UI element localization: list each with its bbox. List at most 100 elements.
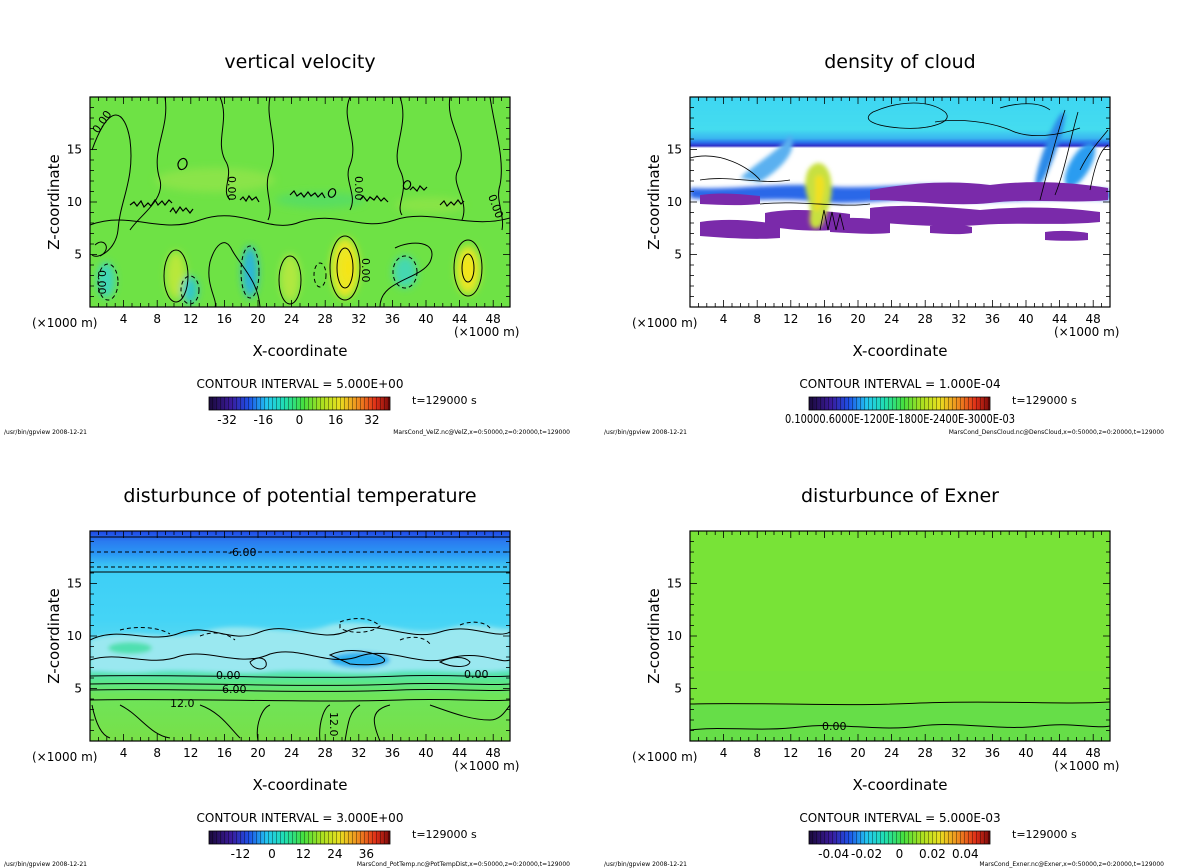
colorbar-tick-labels: 0.10000.6000E-1200E-1800E-2400E-3000E-03 [785,412,1015,426]
contour-label: 12.0 [170,697,195,710]
z-tick-label: 15 [67,577,82,591]
colorbar-tick-label: -12 [231,847,251,861]
footer-right: MarsCond_Exner.nc@Exner,x=0:50000,z=0:20… [979,861,1164,868]
colorbar-tick-label: -16 [253,413,273,427]
colorbar-tick-label: 16 [328,413,343,427]
colorbar-tick-label: 0 [268,847,276,861]
z-tick-label: 10 [67,195,82,209]
colorbar-tick-label: 0.04 [952,847,979,861]
time-label: t=129000 s [1012,394,1077,407]
x-tick-label: 8 [753,746,761,760]
x-tick-label: 12 [783,312,798,326]
x-tick-label: 20 [850,312,865,326]
x-unit-left: (×1000 m) [32,750,97,764]
colorbar-tick-label: 0 [896,847,904,861]
x-axis-label: X-coordinate [253,776,348,794]
x-tick-label: 12 [183,312,198,326]
colorbar-tick-label: 36 [359,847,374,861]
time-label: t=129000 s [412,394,477,407]
panel-title: vertical velocity [224,51,375,73]
heatmap-field [690,97,1110,307]
contour-label: 12.0 [327,712,340,737]
colorbar-tick-label: 0.02 [919,847,946,861]
contour-label: -6.00 [228,546,256,559]
x-tick-label: 44 [1052,746,1067,760]
contour-label: 0.00 [216,669,241,682]
x-tick-label: 4 [120,312,128,326]
x-tick-label: 8 [153,746,161,760]
x-tick-label: 40 [1018,312,1033,326]
x-tick-label: 32 [951,312,966,326]
panel-title: density of cloud [824,51,976,73]
x-axis-label: X-coordinate [253,342,348,360]
y-axis-label: Z-coordinate [645,588,663,683]
x-tick-label: 48 [1086,312,1101,326]
colorbar: 0.10000.6000E-1200E-1800E-2400E-3000E-03 [785,396,1015,426]
x-tick-label: 32 [351,746,366,760]
footer-right: MarsCond_DensCloud.nc@DensCloud,x=0:5000… [949,429,1164,436]
x-tick-label: 16 [217,746,232,760]
y-axis-label: Z-coordinate [45,154,63,249]
contour-label: 0.00 [352,176,365,201]
x-unit-left: (×1000 m) [32,316,97,330]
contour-label: 0.00 [464,668,489,681]
colorbar: -0.04 -0.02 0 0.02 0.04 [808,830,991,861]
x-tick-label: 20 [850,746,865,760]
x-tick-label: 48 [486,312,501,326]
contour-interval: CONTOUR INTERVAL = 5.000E+00 [197,377,404,391]
z-tick-label: 5 [674,682,682,696]
x-tick-label: 48 [486,746,501,760]
x-tick-label: 28 [318,746,333,760]
x-tick-label: 44 [1052,312,1067,326]
colorbar-tick-label: -0.04 [818,847,849,861]
colorbar-tick-label: 0 [296,413,304,427]
contour-label: 0.00 [95,270,108,295]
x-unit-right: (×1000 m) [454,325,519,339]
x-unit-left: (×1000 m) [632,316,697,330]
x-tick-label: 20 [250,312,265,326]
x-tick-label: 48 [1086,746,1101,760]
footer-left: /usr/bin/gpview 2008-12-21 [604,429,687,436]
x-tick-label: 24 [884,312,899,326]
x-unit-left: (×1000 m) [632,750,697,764]
footer-left: /usr/bin/gpview 2008-12-21 [604,861,687,868]
z-tick-label: 15 [667,143,682,157]
x-axis-label: X-coordinate [853,776,948,794]
x-tick-label: 24 [884,746,899,760]
heatmap-field: -6.00 0.00 6.00 12.0 12.0 0.00 [90,531,510,741]
x-tick-label: 8 [753,312,761,326]
x-tick-label: 20 [250,746,265,760]
x-unit-right: (×1000 m) [1054,759,1119,773]
x-tick-label: 16 [817,312,832,326]
x-tick-label: 12 [183,746,198,760]
x-tick-label: 12 [783,746,798,760]
contour-label: 6.00 [222,683,247,696]
x-tick-label: 4 [720,312,728,326]
contour-interval: CONTOUR INTERVAL = 1.000E-04 [799,377,1000,391]
z-tick-label: 10 [67,629,82,643]
z-tick-label: 5 [74,682,82,696]
panel-title: disturbunce of Exner [801,485,999,507]
x-tick-label: 4 [720,746,728,760]
colorbar-tick-label: 12 [296,847,311,861]
panel-potential-temperature: disturbunce of potential temperature [4,485,570,868]
z-tick-label: 10 [667,195,682,209]
x-tick-label: 28 [318,312,333,326]
z-tick-label: 5 [74,248,82,262]
panel-density-of-cloud: density of cloud [604,51,1164,436]
x-tick-label: 24 [284,746,299,760]
colorbar-tick-label: 32 [364,413,379,427]
footer-right: MarsCond_VelZ.nc@VelZ,x=0:50000,z=0:2000… [393,429,570,436]
colorbar: -12 0 12 24 36 [208,830,391,861]
colorbar-tick-label: 24 [327,847,342,861]
footer-right: MarsCond_PotTemp.nc@PotTempDist,x=0:5000… [357,861,570,868]
panel-exner: disturbunce of Exner 0.00 4 8 12 16 20 24 28 32… [604,485,1164,868]
x-unit-right: (×1000 m) [1054,325,1119,339]
contour-label: 0.00 [359,258,372,283]
x-tick-label: 32 [951,746,966,760]
x-tick-label: 36 [385,312,400,326]
heatmap-field: 0.00 [690,531,1110,741]
